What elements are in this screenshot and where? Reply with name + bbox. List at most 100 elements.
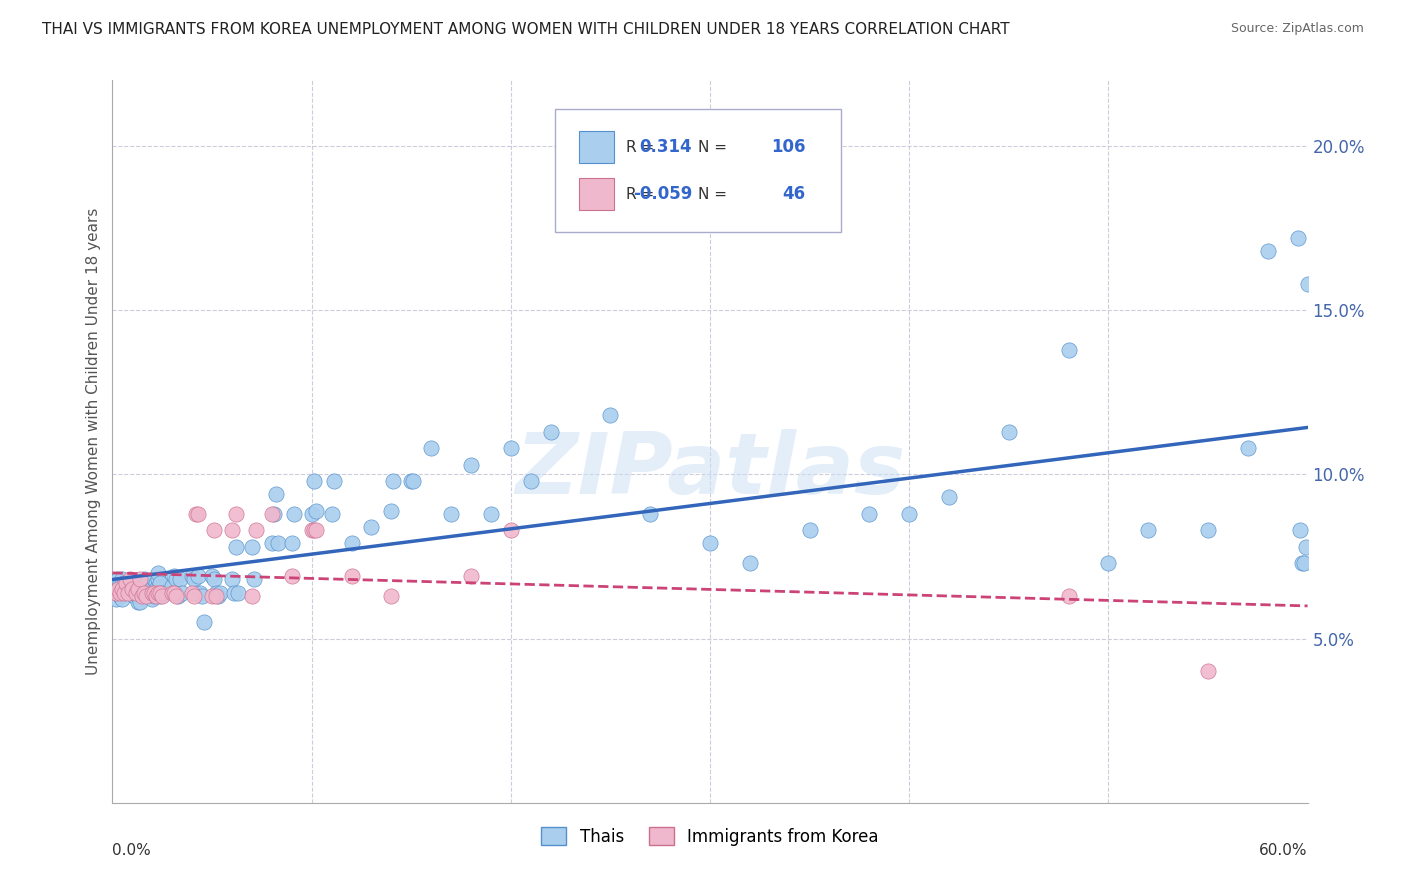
Text: 0.0%: 0.0% xyxy=(112,843,152,857)
Y-axis label: Unemployment Among Women with Children Under 18 years: Unemployment Among Women with Children U… xyxy=(86,208,101,675)
Point xyxy=(134,585,156,599)
Point xyxy=(169,573,191,587)
Text: 0.314: 0.314 xyxy=(640,138,692,156)
Point xyxy=(172,585,194,599)
Point xyxy=(120,573,142,587)
Point xyxy=(114,575,135,590)
Point xyxy=(202,523,225,537)
Point xyxy=(938,491,960,505)
Point xyxy=(107,573,129,587)
Point xyxy=(1257,244,1279,258)
Point xyxy=(699,536,721,550)
Point xyxy=(163,585,186,599)
Point xyxy=(322,474,344,488)
Point xyxy=(183,573,205,587)
Text: THAI VS IMMIGRANTS FROM KOREA UNEMPLOYMENT AMONG WOMEN WITH CHILDREN UNDER 18 YE: THAI VS IMMIGRANTS FROM KOREA UNEMPLOYME… xyxy=(42,22,1010,37)
Point xyxy=(1057,589,1080,603)
Point xyxy=(129,582,152,597)
Point xyxy=(150,589,173,603)
Point xyxy=(143,585,166,599)
Point xyxy=(143,589,166,603)
Point xyxy=(225,540,247,554)
Point xyxy=(1291,556,1313,570)
Point xyxy=(124,589,146,603)
Point xyxy=(898,507,921,521)
Text: 106: 106 xyxy=(770,138,806,156)
Point xyxy=(640,507,662,521)
Text: 46: 46 xyxy=(783,186,806,203)
Point xyxy=(134,573,156,587)
Point xyxy=(129,573,152,587)
Point xyxy=(191,589,214,603)
Point xyxy=(382,474,405,488)
Point xyxy=(321,507,343,521)
Point xyxy=(479,507,502,521)
Point xyxy=(127,582,149,597)
Point xyxy=(162,579,183,593)
Point xyxy=(260,536,283,550)
Point xyxy=(135,589,157,603)
Text: Source: ZipAtlas.com: Source: ZipAtlas.com xyxy=(1230,22,1364,36)
Point xyxy=(402,474,425,488)
Point xyxy=(998,425,1021,439)
Point xyxy=(115,575,138,590)
Point xyxy=(110,575,132,590)
Point xyxy=(125,585,148,599)
Point xyxy=(205,585,228,599)
Point xyxy=(401,474,423,488)
Text: N =: N = xyxy=(699,140,727,155)
Text: N =: N = xyxy=(699,187,727,202)
Text: R =: R = xyxy=(627,140,655,155)
Point xyxy=(121,579,143,593)
Text: ZIPatlas: ZIPatlas xyxy=(515,429,905,512)
Point xyxy=(202,573,225,587)
Legend: Thais, Immigrants from Korea: Thais, Immigrants from Korea xyxy=(534,821,886,852)
Point xyxy=(111,582,134,597)
Point xyxy=(305,503,328,517)
Point xyxy=(1197,665,1219,679)
Point xyxy=(111,573,134,587)
Point xyxy=(110,585,132,599)
Point xyxy=(181,569,204,583)
Point xyxy=(148,585,170,599)
Point xyxy=(221,523,243,537)
Point xyxy=(186,585,208,599)
Point xyxy=(121,585,143,599)
Point xyxy=(1137,523,1160,537)
Point xyxy=(149,589,172,603)
Point xyxy=(243,573,266,587)
Point xyxy=(340,569,363,583)
Point xyxy=(738,556,761,570)
Point xyxy=(420,441,443,455)
Point xyxy=(141,582,163,597)
Point xyxy=(162,585,183,599)
Point xyxy=(225,507,247,521)
Point xyxy=(188,585,211,599)
Point xyxy=(131,589,153,603)
Point xyxy=(380,589,402,603)
Point xyxy=(111,592,134,607)
Point xyxy=(165,589,187,603)
Point xyxy=(340,536,363,550)
Text: R =: R = xyxy=(627,187,655,202)
Point xyxy=(281,569,304,583)
Point xyxy=(145,589,167,603)
Point xyxy=(193,615,215,630)
Point xyxy=(107,582,129,597)
Point xyxy=(1295,540,1317,554)
Point xyxy=(858,507,880,521)
Point xyxy=(110,589,132,603)
Point xyxy=(125,585,148,599)
Point xyxy=(114,585,135,599)
Point xyxy=(245,523,267,537)
Point xyxy=(141,592,163,607)
Point xyxy=(302,474,325,488)
Point xyxy=(281,536,304,550)
Point xyxy=(105,592,128,607)
Point xyxy=(129,595,152,609)
Point xyxy=(540,425,562,439)
Point xyxy=(167,589,190,603)
Point xyxy=(264,487,287,501)
Point xyxy=(1296,277,1319,291)
Bar xyxy=(579,178,614,211)
